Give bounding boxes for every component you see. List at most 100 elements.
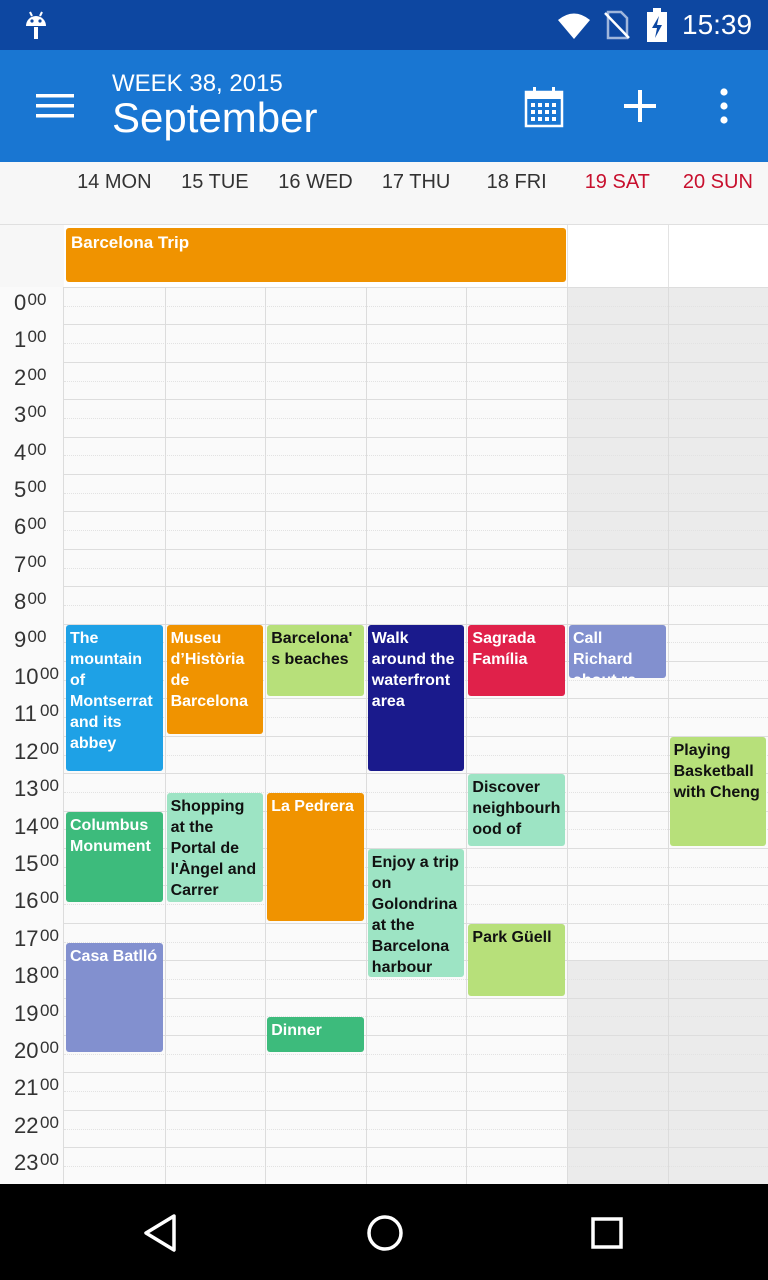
calendar-event[interactable]: Sagrada Família xyxy=(468,624,565,697)
half-hour-line xyxy=(64,1016,768,1018)
menu-icon[interactable] xyxy=(30,84,82,128)
day-divider xyxy=(667,287,669,1184)
hour-label: 8 00 xyxy=(14,587,62,617)
hour-number: 16 xyxy=(14,888,39,914)
calendar-event[interactable]: Shopping at the Portal de l'Àngel and Ca… xyxy=(166,792,264,903)
hour-label: 2 00 xyxy=(14,363,62,393)
calendar-event[interactable]: Casa Batlló xyxy=(66,942,163,1052)
hour-number: 10 xyxy=(14,664,39,689)
hour-minutes: 00 xyxy=(27,290,47,309)
day-label[interactable]: 18 FRI xyxy=(486,171,547,193)
calendar-event[interactable]: Playing Basketball with Cheng xyxy=(669,736,767,846)
half-hour-line xyxy=(64,417,768,419)
day-header-row: 14 MON 15 TUE 16 WED 17 THU 18 FRI 19 SAT 20 S… xyxy=(0,162,768,225)
hour-minutes: 00 xyxy=(40,1150,59,1170)
hour-line xyxy=(64,361,768,363)
all-day-event[interactable]: Barcelona Trip xyxy=(66,228,566,282)
hour-line xyxy=(64,586,768,588)
hour-number: 21 xyxy=(14,1075,39,1101)
no-sim-icon xyxy=(604,10,630,40)
hour-line xyxy=(64,548,768,550)
day-label[interactable]: 19 SAT xyxy=(584,171,650,193)
hour-number: 15 xyxy=(14,851,39,876)
hour-minutes: 00 xyxy=(40,1038,59,1057)
calendar-event[interactable]: Call Richard about re xyxy=(569,624,666,678)
hour-number: 17 xyxy=(14,925,39,951)
half-hour-line xyxy=(64,604,768,606)
calendar-event[interactable]: The mountain of Montserrat and its abbey xyxy=(66,624,163,772)
calendar-event[interactable]: Discover neighbourhood of xyxy=(468,774,565,846)
half-hour-line xyxy=(64,829,768,831)
more-options-icon[interactable] xyxy=(706,84,742,128)
all-day-row: Barcelona Trip xyxy=(0,225,768,288)
hour-label: 10 00 xyxy=(14,662,62,692)
hour-minutes: 00 xyxy=(40,1000,59,1020)
hour-label: 22 00 xyxy=(14,1111,62,1141)
status-clock: 15:39 xyxy=(682,9,753,40)
day-label[interactable]: 15 TUE xyxy=(181,171,249,193)
hour-number: 19 xyxy=(14,1000,39,1026)
hour-number: 18 xyxy=(14,963,39,989)
day-label[interactable]: 17 THU xyxy=(381,171,451,193)
wifi-icon xyxy=(558,13,590,39)
hour-label: 9 00 xyxy=(14,625,62,655)
hour-minutes: 00 xyxy=(27,364,47,384)
hour-line xyxy=(64,399,768,401)
status-bar: 15:39 xyxy=(0,0,768,50)
hour-minutes: 00 xyxy=(40,738,59,758)
day-label[interactable]: 16 WED xyxy=(278,171,353,193)
calendar-today-icon[interactable] xyxy=(522,86,566,128)
hour-minutes: 00 xyxy=(40,813,59,833)
hour-number: 12 xyxy=(14,738,39,764)
hour-number: 13 xyxy=(14,776,39,802)
hour-number: 22 xyxy=(14,1112,39,1138)
hour-label: 13 00 xyxy=(14,774,62,804)
recents-icon[interactable] xyxy=(584,1210,630,1256)
hour-minutes: 00 xyxy=(40,701,59,721)
hour-minutes: 00 xyxy=(40,776,59,796)
hour-line xyxy=(64,1109,768,1111)
add-event-icon[interactable] xyxy=(618,84,662,128)
home-icon[interactable] xyxy=(362,1210,408,1256)
back-icon[interactable] xyxy=(136,1210,186,1256)
calendar-event[interactable]: Barcelona's beaches xyxy=(267,624,364,697)
hour-number: 20 xyxy=(14,1038,39,1063)
hour-minutes: 00 xyxy=(40,963,59,983)
calendar-event[interactable]: Dinner xyxy=(267,1017,364,1052)
half-hour-line xyxy=(64,492,768,494)
hour-minutes: 00 xyxy=(40,888,59,908)
time-gutter: 0 00 1 00 2 00 3 00 4 00 5 00 6 00 7 00 8 00 9 00 10 00 11 00 12… xyxy=(0,287,64,1184)
month-title[interactable]: September xyxy=(112,94,318,141)
day-label[interactable]: 14 MON xyxy=(77,171,152,193)
hour-line xyxy=(64,997,768,999)
hour-line xyxy=(64,436,768,438)
calendar-event[interactable]: Walk around the waterfront area xyxy=(367,624,465,772)
android-debug-icon xyxy=(26,11,46,39)
hour-label: 23 00 xyxy=(14,1148,62,1178)
hour-line xyxy=(64,810,768,812)
hour-number: 7 xyxy=(14,551,27,577)
week-subtitle: WEEK 38, 2015 xyxy=(112,70,283,97)
hour-minutes: 00 xyxy=(27,589,47,609)
hour-number: 14 xyxy=(14,813,39,839)
hour-label: 19 00 xyxy=(14,999,62,1029)
hour-minutes: 00 xyxy=(27,626,47,646)
calendar-event[interactable]: Museu d’Història de Barcelona xyxy=(166,624,264,734)
week-time-grid[interactable]: 0 00 1 00 2 00 3 00 4 00 5 00 6 00 7 00 8 00 9 00 10 00 11 00 12… xyxy=(0,287,768,1184)
hour-number: 2 xyxy=(14,364,27,390)
hour-label: 0 00 xyxy=(14,288,62,318)
hour-minutes: 00 xyxy=(40,664,59,683)
hour-number: 3 xyxy=(14,402,27,428)
day-divider xyxy=(466,287,468,1184)
day-divider xyxy=(164,287,166,1184)
half-hour-line xyxy=(64,1128,768,1130)
calendar-event[interactable]: La Pedrera xyxy=(267,792,364,921)
calendar-event[interactable]: Park Güell xyxy=(468,923,565,996)
day-label[interactable]: 20 SUN xyxy=(682,171,753,193)
hour-number: 8 xyxy=(14,589,27,615)
hour-number: 9 xyxy=(14,626,27,652)
calendar-event[interactable]: Columbus Monument xyxy=(66,811,163,903)
half-hour-line xyxy=(64,1053,768,1055)
hour-line xyxy=(64,623,768,625)
calendar-event[interactable]: Enjoy a trip on Golondrina at the Barcel… xyxy=(367,849,465,977)
